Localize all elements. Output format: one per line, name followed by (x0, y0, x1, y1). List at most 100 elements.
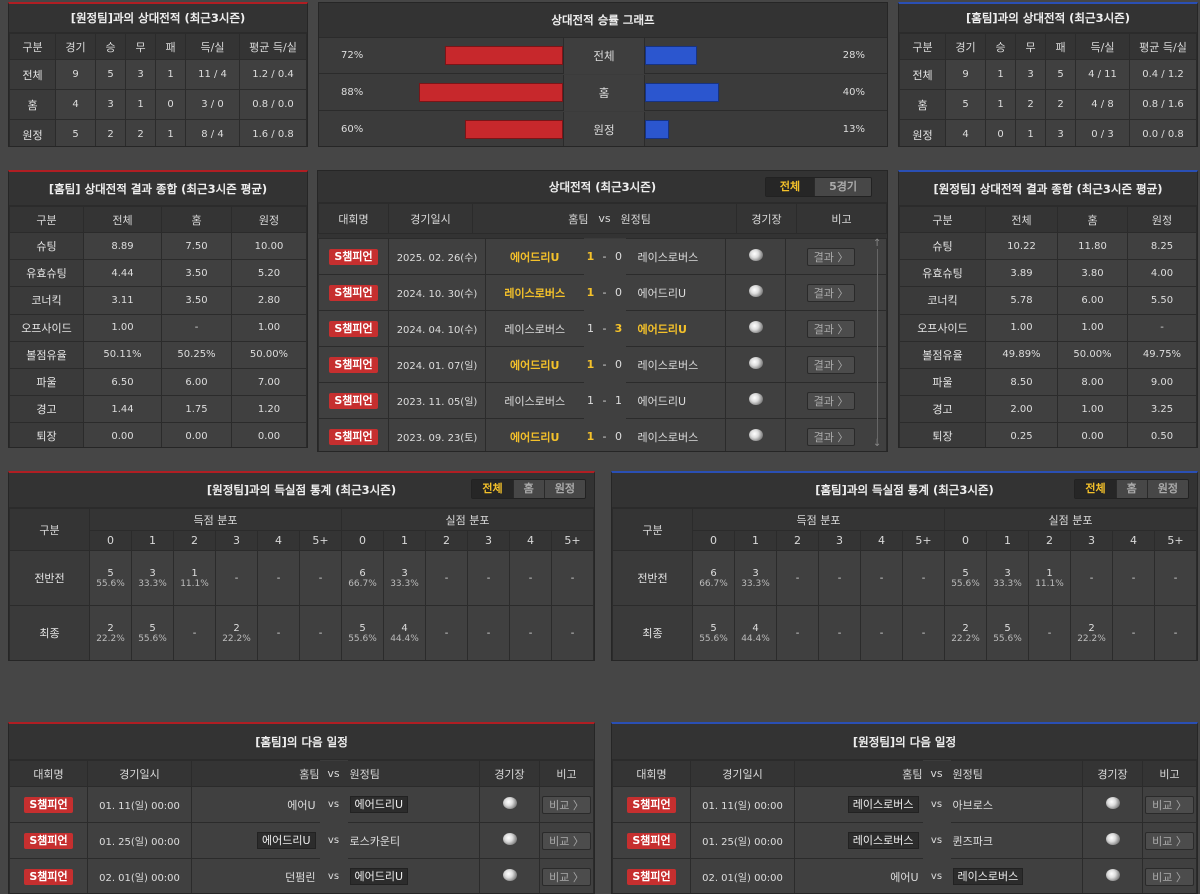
stadium-icon[interactable] (748, 249, 763, 261)
row-label: 퇴장 (9, 422, 84, 447)
tab-away[interactable]: 원정 (1146, 480, 1188, 498)
stadium-icon[interactable] (748, 393, 763, 405)
header-row: 대회명 경기일시 홈팀 vs 원정팀 경기장 비고 (612, 760, 1197, 787)
home-bar (418, 83, 563, 102)
column-header-note: 비고 (1142, 760, 1197, 787)
column-header: 구분 (899, 33, 946, 60)
table-cell: 5.78 (985, 286, 1058, 315)
result-button[interactable]: 결과 〉 (806, 247, 856, 266)
table-cell: 0 / 3 (1075, 119, 1130, 146)
away-team: 에어드리U (347, 786, 480, 823)
away-team: 에어드리U (625, 382, 726, 419)
date-cell: 01. 25(일) 00:00 (690, 822, 795, 859)
column-header: 득/실 (1075, 33, 1130, 60)
goal-cell: - (1154, 550, 1197, 606)
table-cell: 1 (155, 119, 186, 146)
table-row: 코너킥 3.11 3.50 2.80 (9, 286, 307, 315)
away-team: 레이스로버스 (625, 418, 726, 451)
result-button[interactable]: 결과 〉 (806, 319, 856, 338)
stadium-icon[interactable] (1105, 797, 1120, 809)
next-away-title: [원정팀]의 다음 일정 (612, 724, 1197, 760)
column-header: 홈 (161, 206, 232, 233)
away-score: 0 (611, 418, 626, 451)
result-button[interactable]: 결과 〉 (806, 391, 856, 410)
summary-away-title: [원정팀] 상대전적 결과 종합 (최근3시즌 평균) (899, 172, 1197, 206)
stadium-icon[interactable] (748, 285, 763, 297)
column-header-away: 원정팀 (616, 203, 737, 234)
away-team: 퀸즈파크 (950, 822, 1083, 859)
compare-button[interactable]: 비교 〉 (1145, 795, 1194, 814)
compare-button[interactable]: 비교 〉 (542, 867, 591, 886)
arrow-down-icon[interactable]: ↓ (873, 438, 882, 449)
column-header-league: 대회명 (9, 760, 88, 787)
tab-home[interactable]: 홈 (1115, 480, 1147, 498)
record-title-text: 상대전적 (최근3시즌) (548, 179, 657, 194)
venue-cell (725, 382, 786, 419)
result-button[interactable]: 결과 〉 (806, 283, 856, 302)
row-label: 슈팅 (899, 231, 986, 261)
goal-count: - (921, 627, 926, 639)
goal-cell: - (215, 550, 258, 606)
away-percent: 40% (842, 87, 865, 98)
stadium-icon[interactable] (502, 869, 517, 881)
date-cell: 01. 11(일) 00:00 (690, 786, 795, 823)
date-cell: 2024. 10. 30(수) (388, 274, 486, 311)
league-cell: S챔피언 (318, 310, 389, 347)
table-row: 파울 8.50 8.00 9.00 (899, 367, 1197, 397)
stadium-icon[interactable] (1105, 869, 1120, 881)
column-header: 패 (1045, 33, 1076, 60)
stadium-icon[interactable] (1105, 833, 1120, 845)
home-score: 1 (583, 238, 598, 275)
bucket-header: 4 (257, 530, 300, 551)
row-label: 홈 (9, 89, 56, 120)
result-button[interactable]: 결과 〉 (806, 355, 856, 374)
stadium-icon[interactable] (748, 429, 763, 441)
bucket-header: 2 (1028, 530, 1071, 551)
arrow-up-icon[interactable]: ↑ (873, 238, 882, 249)
compare-button[interactable]: 비교 〉 (1145, 867, 1194, 886)
column-header: 구분 (9, 33, 56, 60)
stadium-icon[interactable] (502, 833, 517, 845)
stadium-icon[interactable] (502, 797, 517, 809)
tab-home[interactable]: 홈 (512, 480, 544, 498)
table-cell: 0.00 (231, 422, 307, 447)
table-row: S챔피언 2023. 11. 05(일) 레이스로버스 1-1 에어드리U 결과 〉 (318, 382, 887, 419)
tab-all[interactable]: 전체 (765, 178, 815, 196)
home-team: 에어드리U (485, 346, 584, 383)
home-percent: 88% (341, 87, 364, 98)
home-bar (464, 120, 563, 139)
compare-button[interactable]: 비교 〉 (542, 795, 591, 814)
home-score: 1 (583, 418, 598, 451)
table-cell: 50.00% (1057, 340, 1128, 369)
h2h-away-title: [원정팀]과의 상대전적 (최근3시즌) (9, 4, 307, 33)
header-row-1: 구분 득점 분포 실점 분포 (9, 508, 594, 551)
tab-all[interactable]: 전체 (472, 480, 513, 498)
league-cell: S챔피언 (318, 382, 389, 419)
table-cell: 9.00 (1127, 367, 1197, 397)
scrollbar[interactable]: ↑ ↓ (873, 239, 881, 451)
table-cell: 0.00 (1057, 422, 1128, 447)
table-row: 오프사이드 1.00-1.00 (9, 313, 307, 342)
result-button[interactable]: 결과 〉 (806, 427, 856, 446)
goal-count: - (528, 572, 533, 584)
compare-button[interactable]: 비교 〉 (542, 831, 591, 850)
tab-last5[interactable]: 5경기 (814, 178, 871, 196)
table-cell: 1.6 / 0.8 (239, 119, 307, 146)
bucket-header: 4 (1112, 530, 1155, 551)
table-cell: 0.4 / 1.2 (1129, 59, 1197, 90)
note-cell: 결과 〉 (785, 346, 887, 383)
away-percent: 28% (842, 50, 865, 61)
goal-percent: 33.3% (741, 578, 770, 589)
row-label: 전반전 (9, 550, 90, 606)
stadium-icon[interactable] (748, 321, 763, 333)
next-home-title: [홈팀]의 다음 일정 (9, 724, 594, 760)
tab-away[interactable]: 원정 (543, 480, 585, 498)
column-header-note: 비고 (539, 760, 594, 787)
table-cell: 0.50 (1127, 422, 1197, 447)
tab-all[interactable]: 전체 (1075, 480, 1116, 498)
goal-percent: 22.2% (1077, 633, 1106, 644)
stadium-icon[interactable] (748, 357, 763, 369)
row-label: 파울 (9, 367, 84, 397)
date-cell: 02. 01(일) 00:00 (690, 858, 795, 893)
compare-button[interactable]: 비교 〉 (1145, 831, 1194, 850)
